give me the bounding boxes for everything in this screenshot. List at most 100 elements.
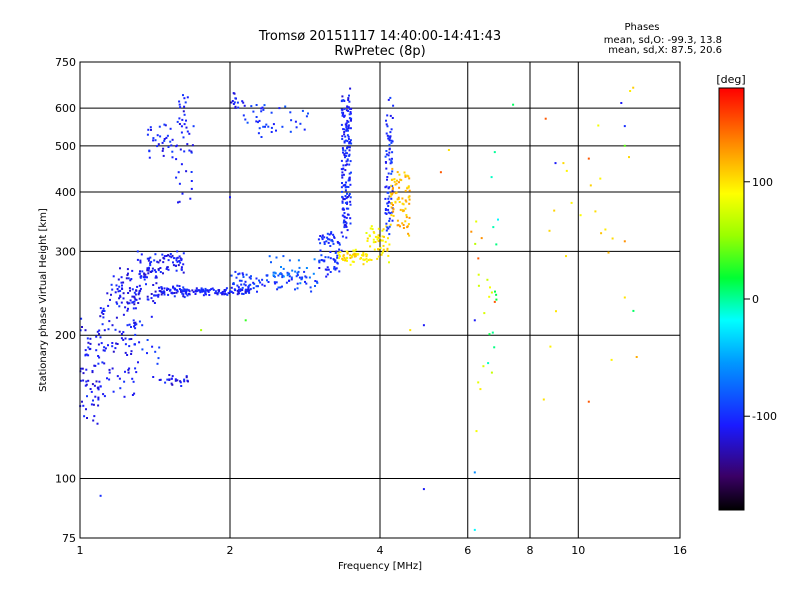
echo-point [111, 342, 114, 344]
echo-point [387, 211, 390, 214]
echo-point [182, 293, 185, 296]
x-tick-labels: 1 2 4 6 8 10 16 [77, 544, 688, 557]
echo-point [138, 341, 141, 344]
echo-point [384, 186, 387, 189]
echo-point [365, 255, 368, 258]
echo-point [161, 149, 164, 152]
echo-point [497, 218, 499, 221]
echo-point [350, 171, 352, 174]
echo-point [100, 311, 103, 314]
echo-point [147, 259, 150, 262]
echo-point [134, 293, 137, 296]
echo-point [223, 293, 226, 296]
echo-point [137, 293, 140, 296]
echo-point [109, 298, 111, 301]
echo-point [124, 337, 127, 340]
echo-point [346, 119, 349, 122]
echo-point [348, 94, 350, 97]
echo-point [388, 200, 390, 203]
echo-point [343, 212, 346, 214]
echo-point [223, 289, 226, 291]
echo-point [111, 367, 114, 370]
echo-point [127, 292, 130, 294]
echo-point [126, 301, 129, 304]
echo-point [223, 290, 226, 293]
echo-point [175, 145, 178, 148]
echo-point [128, 345, 131, 348]
echo-point [159, 267, 162, 269]
echo-point [493, 300, 496, 303]
echo-point [133, 303, 136, 306]
echo-point [345, 152, 348, 155]
echo-point [134, 367, 137, 370]
phase-heading: Phases [624, 22, 659, 33]
echo-point [406, 174, 409, 177]
echo-point [148, 267, 150, 270]
echo-point [343, 107, 346, 110]
echo-point [348, 149, 351, 152]
echo-point [234, 270, 237, 273]
echo-point [341, 235, 344, 238]
echo-point [554, 162, 557, 165]
echo-point [366, 260, 368, 263]
echo-point [270, 131, 273, 133]
echo-point [345, 222, 348, 225]
echo-point [398, 186, 401, 189]
echo-point [148, 156, 151, 159]
echo-point [167, 254, 170, 257]
echo-point [106, 377, 108, 380]
echo-point [224, 293, 227, 295]
echo-point [352, 253, 355, 256]
echo-point [288, 259, 291, 262]
phase-x-stats: mean, sd,X: 87.5, 20.6 [608, 45, 722, 56]
echo-point [389, 212, 392, 215]
colorbar-unit: [deg] [716, 73, 745, 86]
echo-point [276, 288, 279, 291]
echo-point [186, 143, 189, 146]
echo-point [142, 276, 145, 279]
echo-point [129, 289, 131, 292]
echo-point [182, 110, 185, 113]
echo-point [270, 126, 273, 129]
echo-point [342, 221, 345, 224]
echo-point [480, 237, 483, 240]
echo-point [172, 261, 174, 264]
echo-point [162, 256, 165, 259]
echo-point [579, 214, 582, 217]
echo-point [289, 130, 292, 133]
echo-point [391, 140, 394, 143]
echo-point [80, 367, 83, 370]
echo-point [158, 379, 161, 381]
echo-point [594, 210, 597, 213]
echo-point [255, 104, 258, 106]
echo-point [199, 291, 202, 294]
echo-point [385, 153, 388, 156]
echo-point [232, 92, 235, 95]
echo-point [404, 199, 407, 202]
echo-point [180, 289, 183, 292]
echo-point [307, 112, 309, 115]
echo-point [85, 368, 88, 371]
echo-point [229, 290, 232, 293]
echo-point [392, 208, 395, 211]
echo-point [407, 232, 410, 235]
echo-point [623, 296, 626, 299]
echo-point [82, 404, 85, 407]
echo-point [237, 106, 240, 109]
echo-point [135, 323, 138, 326]
echo-point [351, 260, 354, 263]
echo-point [261, 106, 264, 109]
echo-point [344, 139, 347, 142]
echo-point [122, 331, 125, 334]
echo-point [382, 244, 385, 247]
echo-point [236, 101, 239, 104]
echo-point [118, 305, 121, 308]
echo-point [214, 292, 217, 295]
echo-point [348, 142, 351, 145]
echo-point [145, 283, 147, 286]
echo-point [299, 122, 302, 125]
echo-point [388, 217, 391, 220]
echo-point [176, 290, 179, 293]
echo-point [347, 120, 350, 123]
